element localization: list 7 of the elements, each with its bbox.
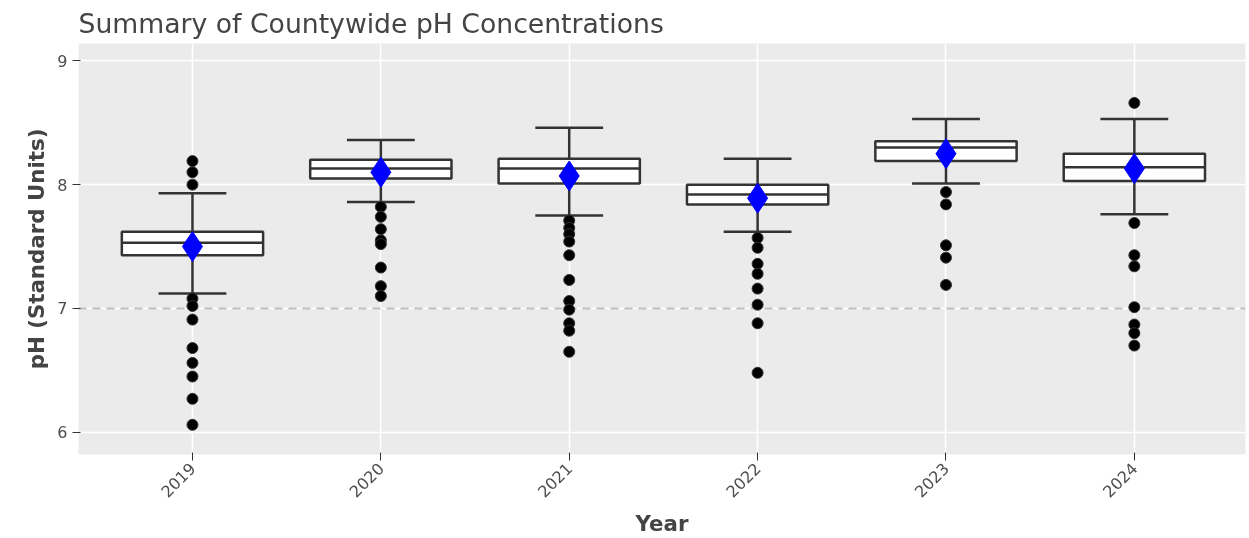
y-tick-label: 7 <box>57 299 68 319</box>
x-axis-title: Year <box>634 510 689 536</box>
y-tick-label: 9 <box>57 51 68 71</box>
y-tick-label: 6 <box>57 423 68 443</box>
y-axis-title: pH (Standard Units) <box>24 128 50 370</box>
chart-title: Summary of Countywide pH Concentrations <box>78 7 664 39</box>
y-tick-label: 8 <box>57 175 68 195</box>
